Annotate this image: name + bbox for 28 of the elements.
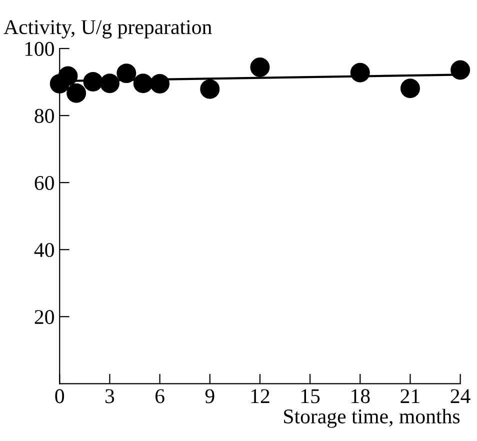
point [133,74,153,94]
x-axis-title: Storage time, months [284,408,460,428]
point [83,72,103,92]
point [350,62,370,82]
x-tick-label: 9 [205,389,214,404]
x-tick-label: 12 [251,389,270,403]
point [58,66,78,86]
point [100,74,120,94]
point [250,58,270,78]
x-tick-label: 15 [301,389,320,404]
y-tick-label: 100 [25,42,54,56]
y-tick-label: 80 [34,108,54,123]
x-tick-label: 18 [352,389,370,404]
x-tick-label: 0 [55,389,64,404]
point [400,78,420,98]
y-tick-label: 60 [34,176,54,190]
x-tick-label: 21 [400,389,420,403]
point [200,79,220,99]
x-tick-label: 6 [155,389,164,404]
x-tick-label: 24 [450,389,470,403]
point [450,60,470,80]
y-axis-title: Activity, U/g preparation [4,20,212,38]
x-tick-label: 3 [106,389,114,404]
point [116,64,136,84]
point [150,74,170,94]
y-tick-label: 40 [34,242,54,258]
y-tick-label: 20 [34,310,54,324]
point [66,83,86,103]
